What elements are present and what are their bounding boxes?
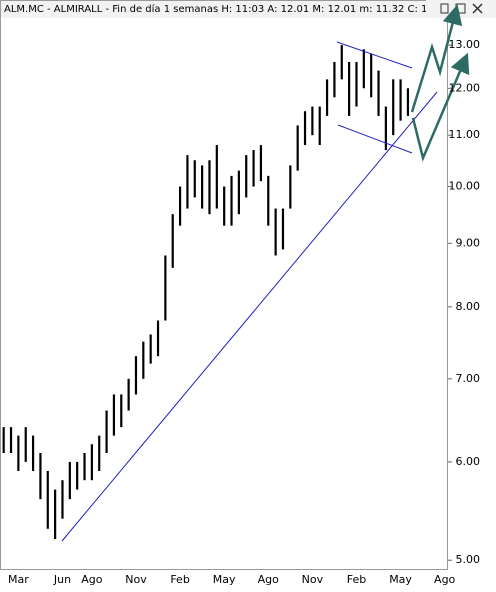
x-tick-label: May xyxy=(389,573,412,586)
y-tick-label: 7.00 xyxy=(456,372,481,385)
x-tick-label: May xyxy=(213,573,236,586)
x-tick-label: Mar xyxy=(8,573,29,586)
x-tick-label: Feb xyxy=(347,573,366,586)
projection-arrow xyxy=(411,52,470,162)
x-tick-label: Feb xyxy=(170,573,189,586)
y-tick-label: 12.00 xyxy=(449,81,481,94)
trend-line xyxy=(61,91,438,542)
y-tick-label: 10.00 xyxy=(449,180,481,193)
y-tick-label: 13.00 xyxy=(449,38,481,51)
projection-arrow xyxy=(410,4,463,113)
x-tick-label: Ago xyxy=(81,573,103,586)
x-tick-label: Ago xyxy=(434,573,456,586)
plot xyxy=(2,45,410,540)
chart-title: ALM.MC - ALMIRALL - Fin de día 1 semanas… xyxy=(4,3,450,15)
close-button[interactable] xyxy=(472,3,483,14)
title-bar xyxy=(0,0,496,18)
window-controls xyxy=(426,0,496,18)
y-tick-label: 6.00 xyxy=(456,455,481,468)
x-tick-label: Jun xyxy=(53,573,71,586)
y-tick-label: 9.00 xyxy=(456,236,481,249)
x-tick-label: Ago xyxy=(258,573,280,586)
x-tick-label: Nov xyxy=(302,573,324,586)
plot-frame xyxy=(0,0,448,570)
x-tick-label: Nov xyxy=(125,573,147,586)
y-tick-label: 5.00 xyxy=(456,553,481,566)
drawings xyxy=(61,4,470,542)
channel-line xyxy=(337,124,413,154)
y-tick-label: 8.00 xyxy=(456,300,481,313)
y-tick-label: 11.00 xyxy=(449,128,481,141)
channel-line xyxy=(336,41,413,69)
